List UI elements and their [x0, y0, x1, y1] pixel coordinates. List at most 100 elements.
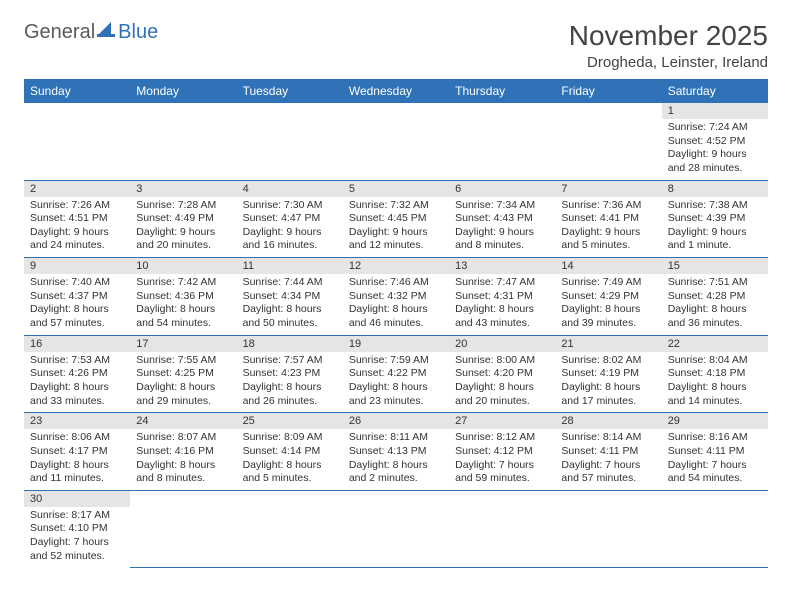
day-number: 21 — [555, 336, 661, 352]
day-number: 14 — [555, 258, 661, 274]
sunset-line: Sunset: 4:39 PM — [668, 212, 762, 226]
calendar-row: 16Sunrise: 7:53 AMSunset: 4:26 PMDayligh… — [24, 335, 768, 413]
weekday-header: Friday — [555, 79, 661, 103]
day-body: Sunrise: 7:26 AMSunset: 4:51 PMDaylight:… — [24, 197, 130, 258]
calendar-row: 23Sunrise: 8:06 AMSunset: 4:17 PMDayligh… — [24, 413, 768, 491]
sunrise-line: Sunrise: 7:42 AM — [136, 276, 230, 290]
sunrise-line: Sunrise: 7:49 AM — [561, 276, 655, 290]
daylight-line: Daylight: 8 hours and 50 minutes. — [243, 303, 337, 330]
calendar-day: 25Sunrise: 8:09 AMSunset: 4:14 PMDayligh… — [237, 413, 343, 491]
day-number: 22 — [662, 336, 768, 352]
calendar-row: 2Sunrise: 7:26 AMSunset: 4:51 PMDaylight… — [24, 180, 768, 258]
sunrise-line: Sunrise: 7:34 AM — [455, 199, 549, 213]
sunrise-line: Sunrise: 7:26 AM — [30, 199, 124, 213]
sunset-line: Sunset: 4:11 PM — [668, 445, 762, 459]
calendar-day: 14Sunrise: 7:49 AMSunset: 4:29 PMDayligh… — [555, 258, 661, 336]
sunset-line: Sunset: 4:41 PM — [561, 212, 655, 226]
calendar-day: 29Sunrise: 8:16 AMSunset: 4:11 PMDayligh… — [662, 413, 768, 491]
sunset-line: Sunset: 4:32 PM — [349, 290, 443, 304]
daylight-line: Daylight: 8 hours and 23 minutes. — [349, 381, 443, 408]
calendar-day: 27Sunrise: 8:12 AMSunset: 4:12 PMDayligh… — [449, 413, 555, 491]
sunset-line: Sunset: 4:34 PM — [243, 290, 337, 304]
day-number: 19 — [343, 336, 449, 352]
day-number: 30 — [24, 491, 130, 507]
calendar-day: 20Sunrise: 8:00 AMSunset: 4:20 PMDayligh… — [449, 335, 555, 413]
calendar-day: 9Sunrise: 7:40 AMSunset: 4:37 PMDaylight… — [24, 258, 130, 336]
sunrise-line: Sunrise: 8:17 AM — [30, 509, 124, 523]
day-body: Sunrise: 7:57 AMSunset: 4:23 PMDaylight:… — [237, 352, 343, 413]
sunset-line: Sunset: 4:43 PM — [455, 212, 549, 226]
sunrise-line: Sunrise: 8:07 AM — [136, 431, 230, 445]
weekday-header: Saturday — [662, 79, 768, 103]
calendar-body: 1Sunrise: 7:24 AMSunset: 4:52 PMDaylight… — [24, 103, 768, 567]
sunset-line: Sunset: 4:22 PM — [349, 367, 443, 381]
daylight-line: Daylight: 8 hours and 2 minutes. — [349, 459, 443, 486]
calendar-empty — [237, 103, 343, 180]
sunrise-line: Sunrise: 7:53 AM — [30, 354, 124, 368]
location: Drogheda, Leinster, Ireland — [569, 54, 768, 71]
daylight-line: Daylight: 9 hours and 8 minutes. — [455, 226, 549, 253]
sunset-line: Sunset: 4:31 PM — [455, 290, 549, 304]
daylight-line: Daylight: 8 hours and 8 minutes. — [136, 459, 230, 486]
logo-text-blue: Blue — [118, 21, 158, 44]
day-number: 1 — [662, 103, 768, 119]
sunset-line: Sunset: 4:13 PM — [349, 445, 443, 459]
sunrise-line: Sunrise: 7:44 AM — [243, 276, 337, 290]
sunrise-line: Sunrise: 7:32 AM — [349, 199, 443, 213]
daylight-line: Daylight: 7 hours and 52 minutes. — [30, 536, 124, 563]
sunset-line: Sunset: 4:17 PM — [30, 445, 124, 459]
day-body: Sunrise: 7:47 AMSunset: 4:31 PMDaylight:… — [449, 274, 555, 335]
day-body: Sunrise: 7:53 AMSunset: 4:26 PMDaylight:… — [24, 352, 130, 413]
day-number: 16 — [24, 336, 130, 352]
day-body: Sunrise: 8:02 AMSunset: 4:19 PMDaylight:… — [555, 352, 661, 413]
daylight-line: Daylight: 8 hours and 43 minutes. — [455, 303, 549, 330]
logo: General Blue — [24, 20, 158, 44]
day-body: Sunrise: 7:59 AMSunset: 4:22 PMDaylight:… — [343, 352, 449, 413]
sunrise-line: Sunrise: 8:12 AM — [455, 431, 549, 445]
daylight-line: Daylight: 8 hours and 39 minutes. — [561, 303, 655, 330]
calendar-day: 3Sunrise: 7:28 AMSunset: 4:49 PMDaylight… — [130, 180, 236, 258]
day-body: Sunrise: 8:14 AMSunset: 4:11 PMDaylight:… — [555, 429, 661, 490]
day-body: Sunrise: 7:24 AMSunset: 4:52 PMDaylight:… — [662, 119, 768, 180]
calendar-empty — [130, 490, 236, 567]
day-body: Sunrise: 7:28 AMSunset: 4:49 PMDaylight:… — [130, 197, 236, 258]
daylight-line: Daylight: 8 hours and 36 minutes. — [668, 303, 762, 330]
daylight-line: Daylight: 9 hours and 1 minute. — [668, 226, 762, 253]
logo-text-general: General — [24, 21, 95, 44]
calendar-empty — [555, 490, 661, 567]
sunrise-line: Sunrise: 8:02 AM — [561, 354, 655, 368]
day-body: Sunrise: 7:49 AMSunset: 4:29 PMDaylight:… — [555, 274, 661, 335]
day-body: Sunrise: 8:12 AMSunset: 4:12 PMDaylight:… — [449, 429, 555, 490]
calendar-empty — [130, 103, 236, 180]
sunrise-line: Sunrise: 7:51 AM — [668, 276, 762, 290]
day-body: Sunrise: 8:17 AMSunset: 4:10 PMDaylight:… — [24, 507, 130, 568]
weekday-header: Monday — [130, 79, 236, 103]
sunrise-line: Sunrise: 7:55 AM — [136, 354, 230, 368]
calendar-day: 19Sunrise: 7:59 AMSunset: 4:22 PMDayligh… — [343, 335, 449, 413]
sunset-line: Sunset: 4:20 PM — [455, 367, 549, 381]
calendar-empty — [662, 490, 768, 567]
daylight-line: Daylight: 8 hours and 5 minutes. — [243, 459, 337, 486]
calendar-empty — [449, 103, 555, 180]
calendar-day: 28Sunrise: 8:14 AMSunset: 4:11 PMDayligh… — [555, 413, 661, 491]
daylight-line: Daylight: 8 hours and 29 minutes. — [136, 381, 230, 408]
calendar-day: 4Sunrise: 7:30 AMSunset: 4:47 PMDaylight… — [237, 180, 343, 258]
sunset-line: Sunset: 4:16 PM — [136, 445, 230, 459]
day-body: Sunrise: 8:07 AMSunset: 4:16 PMDaylight:… — [130, 429, 236, 490]
calendar-row: 30Sunrise: 8:17 AMSunset: 4:10 PMDayligh… — [24, 490, 768, 567]
calendar-day: 21Sunrise: 8:02 AMSunset: 4:19 PMDayligh… — [555, 335, 661, 413]
daylight-line: Daylight: 8 hours and 57 minutes. — [30, 303, 124, 330]
sunset-line: Sunset: 4:19 PM — [561, 367, 655, 381]
day-body: Sunrise: 7:32 AMSunset: 4:45 PMDaylight:… — [343, 197, 449, 258]
calendar: SundayMondayTuesdayWednesdayThursdayFrid… — [24, 79, 768, 568]
sunset-line: Sunset: 4:28 PM — [668, 290, 762, 304]
daylight-line: Daylight: 8 hours and 17 minutes. — [561, 381, 655, 408]
sunset-line: Sunset: 4:23 PM — [243, 367, 337, 381]
day-number: 29 — [662, 413, 768, 429]
daylight-line: Daylight: 7 hours and 59 minutes. — [455, 459, 549, 486]
daylight-line: Daylight: 7 hours and 57 minutes. — [561, 459, 655, 486]
sunset-line: Sunset: 4:25 PM — [136, 367, 230, 381]
day-number: 27 — [449, 413, 555, 429]
daylight-line: Daylight: 8 hours and 54 minutes. — [136, 303, 230, 330]
day-number: 13 — [449, 258, 555, 274]
